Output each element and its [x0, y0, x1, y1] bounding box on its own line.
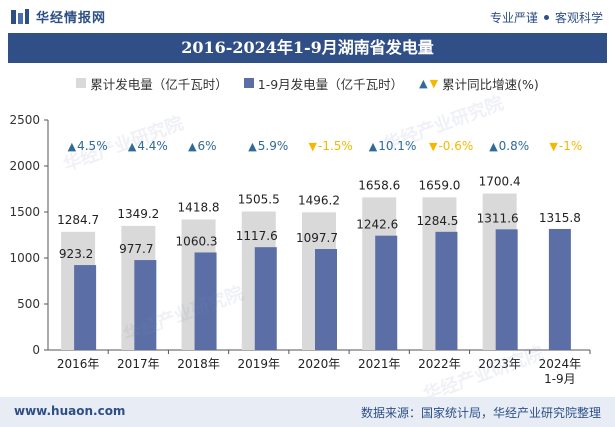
x-tick-label: 2024年: [539, 357, 582, 371]
bar-monthly: [254, 247, 277, 350]
growth-label: 6%: [198, 139, 217, 153]
growth-up-icon: ▲: [68, 140, 77, 153]
data-label-monthly: 1097.7: [296, 231, 338, 245]
x-tick-label: 2016年: [57, 357, 100, 371]
triangle-up-icon: ▲: [419, 76, 428, 90]
growth-up-icon: ▲: [128, 140, 137, 153]
y-tick-label: 1500: [9, 205, 40, 219]
growth-label: -0.6%: [438, 139, 473, 153]
y-tick-label: 0: [32, 343, 40, 357]
y-tick-label: 1000: [9, 251, 40, 265]
chart-legend: 累计发电量（亿千瓦时） 1-9月发电量（亿千瓦时） ▲ ▼ 累计同比增速(%): [0, 73, 615, 93]
bar-monthly: [74, 265, 97, 350]
data-label-monthly: 1311.6: [477, 211, 519, 225]
y-tick-label: 2000: [9, 159, 40, 173]
chart-title: 2016-2024年1-9月湖南省发电量: [181, 38, 434, 57]
bar-monthly: [194, 252, 217, 350]
bar-monthly: [315, 249, 337, 350]
data-label-cumulative: 1349.2: [117, 207, 159, 221]
x-tick-label: 2022年: [418, 357, 461, 371]
data-label-monthly: 1117.6: [236, 229, 278, 243]
growth-label: -1%: [559, 139, 582, 153]
legend-swatch-blue-icon: [243, 78, 254, 88]
x-tick-label: 2019年: [238, 357, 281, 371]
growth-label: 4.5%: [77, 139, 108, 153]
growth-up-icon: ▲: [248, 140, 257, 153]
growth-label: 5.9%: [258, 139, 289, 153]
legend-swatch-gray-icon: [76, 78, 87, 88]
growth-label: 4.4%: [137, 139, 168, 153]
legend-item-monthly: 1-9月发电量（亿千瓦时）: [243, 74, 404, 93]
data-label-cumulative: 1505.5: [238, 192, 280, 206]
brand-name: 华经情报网: [36, 11, 107, 26]
x-tick-label: 2021年: [358, 357, 401, 371]
footer-source: 数据来源：国家统计局，华经产业研究院整理: [360, 406, 601, 420]
data-label-monthly: 1284.5: [416, 214, 458, 228]
y-tick-label: 500: [17, 297, 40, 311]
x-tick-label: 2017年: [117, 357, 160, 371]
legend-label-cumulative: 累计发电量（亿千瓦时）: [90, 76, 228, 92]
data-label-monthly: 1060.3: [176, 234, 218, 248]
growth-up-icon: ▲: [188, 140, 197, 153]
brand: 华经情报网: [10, 7, 106, 26]
growth-down-icon: ▼: [429, 140, 438, 153]
footer-site-link[interactable]: www.huaon.com: [14, 404, 126, 418]
x-tick-label: 2020年: [298, 357, 341, 371]
x-tick-label: 2018年: [177, 357, 220, 371]
growth-down-icon: ▼: [309, 140, 318, 153]
bar-monthly: [495, 229, 518, 350]
top-bar: 华经情报网 专业严谨 客观科学: [0, 0, 615, 32]
y-tick-label: 2500: [9, 113, 40, 127]
growth-label: -1.5%: [318, 139, 353, 153]
bar-monthly: [435, 231, 458, 350]
huajing-logo-icon: [11, 8, 29, 24]
data-label-cumulative: 1284.7: [57, 213, 99, 227]
slogan-right: 客观科学: [554, 11, 603, 25]
slogan-left: 专业严谨: [489, 11, 538, 25]
data-label-cumulative: 1418.8: [178, 200, 220, 214]
data-label-monthly: 977.7: [119, 242, 153, 256]
triangle-down-icon: ▼: [429, 76, 439, 90]
growth-label: 0.8%: [499, 139, 529, 153]
data-label-cumulative: 1659.0: [418, 178, 460, 192]
slogan: 专业严谨 客观科学: [490, 9, 603, 26]
legend-label-growth: 累计同比增速(%): [442, 76, 539, 92]
growth-down-icon: ▼: [549, 140, 558, 153]
growth-up-icon: ▲: [489, 140, 498, 153]
legend-triangle-icons: ▲ ▼: [419, 77, 438, 90]
data-label-monthly: 1315.8: [539, 211, 581, 225]
x-tick-label: 1-9月: [544, 372, 576, 386]
data-label-monthly: 1242.6: [356, 218, 398, 232]
data-label-cumulative: 1496.2: [298, 193, 340, 207]
chart-title-bar: 2016-2024年1-9月湖南省发电量: [8, 33, 607, 63]
growth-up-icon: ▲: [369, 140, 378, 153]
slogan-dot-icon: [543, 15, 549, 20]
bar-monthly: [548, 228, 571, 350]
bar-monthly: [134, 260, 157, 350]
legend-label-monthly: 1-9月发电量（亿千瓦时）: [257, 76, 404, 92]
data-label-cumulative: 1658.6: [358, 178, 400, 192]
data-label-monthly: 923.2: [59, 247, 93, 261]
legend-item-growth: ▲ ▼ 累计同比增速(%): [419, 74, 539, 93]
growth-label: 10.1%: [378, 139, 416, 153]
legend-item-cumulative: 累计发电量（亿千瓦时）: [76, 74, 228, 93]
footer: www.huaon.com 数据来源：国家统计局，华经产业研究院整理: [0, 397, 615, 427]
x-tick-label: 2023年: [478, 357, 521, 371]
data-label-cumulative: 1700.4: [479, 175, 521, 189]
bar-monthly: [375, 235, 398, 350]
